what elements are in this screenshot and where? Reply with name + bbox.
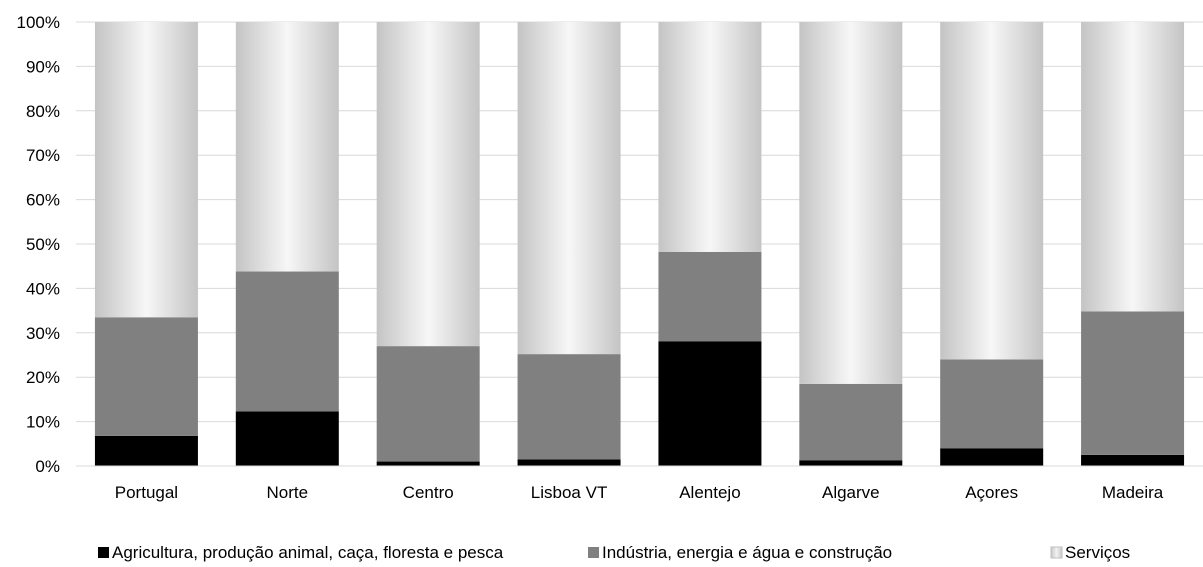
y-tick-label: 40% (26, 279, 60, 298)
bar-segment (940, 359, 1044, 449)
legend-swatch (1050, 546, 1063, 559)
x-tick-label: Algarve (822, 483, 880, 502)
bar-segment (799, 383, 903, 461)
bar-segment (235, 22, 339, 272)
x-tick-label: Lisboa VT (531, 483, 608, 502)
bar-segment (376, 461, 480, 466)
x-tick-label: Açores (965, 483, 1018, 502)
y-tick-label: 0% (35, 457, 60, 476)
legend-label: Agricultura, produção animal, caça, flor… (112, 543, 504, 562)
bar-segment (799, 460, 903, 466)
bar-segment (940, 448, 1044, 466)
bar-segment (940, 22, 1044, 360)
x-tick-label: Alentejo (679, 483, 740, 502)
bar-segment (1081, 311, 1185, 455)
bar-segment (94, 317, 198, 436)
bar-segment (376, 346, 480, 462)
legend-label: Indústria, energia e água e construção (602, 543, 892, 562)
y-tick-label: 70% (26, 146, 60, 165)
bars (94, 22, 1185, 466)
x-tick-label: Centro (403, 483, 454, 502)
y-tick-label: 100% (17, 13, 60, 32)
bar-segment (658, 251, 762, 342)
bar-segment (235, 411, 339, 466)
bar-segment (94, 22, 198, 318)
y-tick-label: 10% (26, 413, 60, 432)
legend: Agricultura, produção animal, caça, flor… (98, 543, 1130, 562)
bar-segment (517, 22, 621, 355)
bar-segment (1081, 22, 1185, 312)
bar-segment (517, 354, 621, 460)
bar-segment (1081, 454, 1185, 466)
bar-segment (658, 341, 762, 466)
x-axis: Portugal Norte Centro Lisboa VT Alentejo Alga… (76, 465, 1203, 502)
legend-swatch (98, 547, 109, 558)
x-tick-label: Portugal (115, 483, 178, 502)
x-tick-label: Madeira (1102, 483, 1164, 502)
bar-segment (94, 435, 198, 466)
y-tick-label: 80% (26, 102, 60, 121)
y-axis: 0% 10% 20% 30% 40% 50% 60% 70% 80% 90% 100% (17, 13, 60, 476)
y-tick-label: 20% (26, 368, 60, 387)
bar-segment (235, 271, 339, 412)
y-tick-label: 90% (26, 57, 60, 76)
legend-label: Serviços (1065, 543, 1130, 562)
legend-swatch (588, 547, 599, 558)
y-tick-label: 30% (26, 324, 60, 343)
bar-segment (658, 22, 762, 252)
x-tick-label: Norte (267, 483, 309, 502)
bar-segment (517, 459, 621, 466)
y-tick-label: 60% (26, 191, 60, 210)
bar-segment (376, 22, 480, 347)
y-tick-label: 50% (26, 235, 60, 254)
bar-segment (799, 22, 903, 384)
